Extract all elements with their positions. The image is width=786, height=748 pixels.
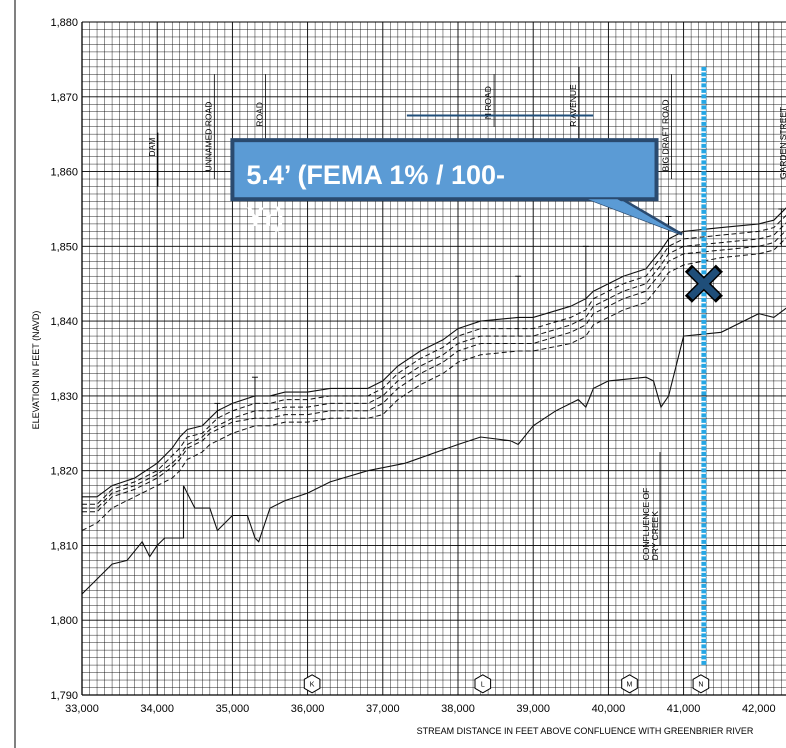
cross-section-hexagon xyxy=(474,674,492,694)
y-tick-label: 1,840 xyxy=(50,316,78,328)
x-tick-label: 38,000 xyxy=(441,703,475,715)
fema-annotation: 5.4’ (FEMA 1% / 100- Yr) xyxy=(230,66,723,666)
x-tick-label: 34,000 xyxy=(140,703,174,715)
axes: 33,000 34,000 35,000 36,000 37,000 38,000 39,0… xyxy=(50,17,786,715)
road-label: ROAD xyxy=(254,102,264,127)
x-tick-label: 35,000 xyxy=(216,703,250,715)
road-label: DAM xyxy=(147,138,157,157)
cross-section-label: L xyxy=(481,681,485,688)
y-tick-label: 1,800 xyxy=(50,615,78,627)
y-tick-label: 1,830 xyxy=(50,391,78,403)
cross-section-label: N xyxy=(698,681,703,688)
callout-text-line1: 5.4’ (FEMA 1% / 100- xyxy=(246,160,505,190)
x-tick-label: 39,000 xyxy=(516,703,550,715)
series-line-4 xyxy=(82,229,786,513)
series-line-3 xyxy=(82,222,786,509)
series-line-2 xyxy=(82,214,786,505)
cross-section-label: K xyxy=(310,681,315,688)
y-tick-label: 1,850 xyxy=(50,241,78,253)
y-tick-label: 1,820 xyxy=(50,466,78,478)
cross-section-label: M xyxy=(627,681,633,688)
y-tick-label: 1,870 xyxy=(50,92,78,104)
confluence-label: DRY CREEK xyxy=(650,511,660,561)
x-tick-label: 36,000 xyxy=(291,703,325,715)
x-tick-label: 40,000 xyxy=(592,703,626,715)
x-axis-title: STREAM DISTANCE IN FEET ABOVE CONFLUENCE… xyxy=(417,726,754,736)
cross-section-hexagon xyxy=(303,674,321,694)
series-line-5 xyxy=(81,237,786,531)
cross-section-hexagon xyxy=(621,674,638,694)
series-line-1 xyxy=(82,207,786,498)
y-tick-label: 1,810 xyxy=(50,540,78,552)
cross-section-hexagon xyxy=(692,674,710,694)
profile-series xyxy=(81,207,786,595)
road-label: BIG DRAFT ROAD xyxy=(661,99,671,171)
callout-text-line2: Yr) xyxy=(246,202,284,232)
x-tick-label: 37,000 xyxy=(366,703,400,715)
road-labels: DAM UNNAMED ROAD ROAD N ROAD R AVENUE BIG DRA… xyxy=(147,66,786,561)
y-tick-label: 1,790 xyxy=(50,690,78,702)
callout-box xyxy=(230,138,659,202)
y-axis-title: ELEVATION IN FEET (NAVD) xyxy=(31,311,41,430)
road-label: R AVENUE xyxy=(568,84,578,127)
x-tick-label: 42,000 xyxy=(742,703,776,715)
callout-pointer-fill xyxy=(588,199,679,234)
road-label: UNNAMED ROAD xyxy=(203,102,213,172)
series-line-6 xyxy=(81,307,786,595)
cross-section-markers: K L M N xyxy=(303,674,710,694)
y-tick-label: 1,860 xyxy=(50,167,78,179)
x-marker xyxy=(687,267,720,300)
road-label: N ROAD xyxy=(483,86,493,119)
x-tick-label: 41,000 xyxy=(667,703,701,715)
road-label: GARDEN STREET xyxy=(778,107,786,179)
confluence-label: CONFLUENCE OF xyxy=(641,488,651,561)
y-tick-label: 1,880 xyxy=(50,17,78,29)
x-tick-label: 33,000 xyxy=(65,703,99,715)
